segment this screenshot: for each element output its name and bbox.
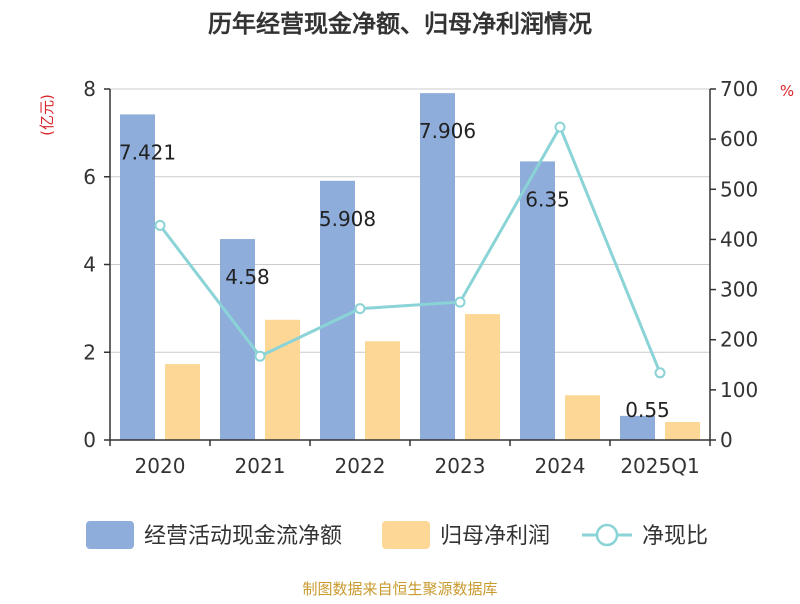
ratio-line [158, 123, 662, 374]
bar-net-profit-2021 [265, 319, 300, 440]
legend: 经营活动现金流净额 归母净利润 净现比 [86, 521, 708, 549]
legend-label-net-profit: 归母净利润 [440, 524, 550, 549]
legend-swatch-net-profit [382, 521, 430, 549]
right-tick-label: 500 [720, 177, 758, 201]
right-tick-label: 0 [720, 428, 733, 452]
right-tick-label: 300 [720, 278, 758, 302]
left-tick-label: 2 [83, 340, 96, 364]
left-tick-label: 8 [83, 77, 96, 101]
x-tick-label-2024: 2024 [535, 454, 586, 478]
bar-net-profit-2020 [165, 364, 200, 440]
bar-net-profit-2025Q1 [665, 422, 700, 440]
ratio-point-2022 [354, 303, 366, 315]
legend-marker-ratio [595, 523, 619, 547]
source-note: 制图数据来自恒生聚源数据库 [302, 580, 497, 598]
ratio-point-2025Q1 [654, 367, 666, 379]
data-label-2023: 7.906 [419, 119, 476, 143]
x-tick-label-2023: 2023 [435, 454, 486, 478]
bar-cash-flow-2020 [120, 114, 155, 440]
bar-cash-flow-2021 [220, 239, 255, 440]
data-label-2025Q1: 0.55 [625, 398, 670, 422]
left-tick-label: 6 [83, 165, 96, 189]
ratio-point-2020 [154, 219, 166, 231]
x-tick-label-2020: 2020 [135, 454, 186, 478]
grid-lines [110, 88, 710, 353]
legend-swatch-cash-flow [86, 521, 134, 549]
ratio-point-2021 [254, 350, 266, 362]
data-labels-group: 7.421 4.58 5.908 7.906 6.35 0.55 [119, 119, 670, 422]
axes-group: 0 2 4 6 8 0 100 200 300 400 500 600 700 2020 2021 2022 2… [83, 77, 758, 478]
legend-label-ratio: 净现比 [642, 524, 708, 549]
ratio-line-group [154, 121, 666, 379]
chart-title: 历年经营现金净额、归母净利润情况 [208, 10, 592, 38]
left-tick-label: 0 [83, 428, 96, 452]
bar-net-profit-2024 [565, 395, 600, 440]
right-tick-label: 100 [720, 378, 758, 402]
legend-label-cash-flow: 经营活动现金流净额 [144, 524, 342, 549]
left-tick-label: 4 [83, 253, 96, 277]
x-tick-label-2021: 2021 [235, 454, 286, 478]
bar-cash-flow-2022 [320, 180, 355, 440]
data-label-2022: 5.908 [319, 207, 376, 231]
x-tick-label-2022: 2022 [335, 454, 386, 478]
bar-net-profit-2023 [465, 314, 500, 440]
bars-group [120, 93, 700, 441]
right-tick-label: 600 [720, 127, 758, 151]
data-label-2021: 4.58 [225, 265, 270, 289]
data-label-2024: 6.35 [525, 187, 570, 211]
bar-net-profit-2022 [365, 341, 400, 440]
x-tick-label-2025Q1: 2025Q1 [620, 454, 699, 478]
right-axis-unit: % [780, 82, 794, 100]
data-label-2020: 7.421 [119, 140, 176, 164]
bar-cash-flow-2023 [420, 93, 455, 440]
ratio-point-2024 [554, 121, 566, 133]
bar-cash-flow-2024 [520, 161, 555, 441]
bar-cash-flow-2025Q1 [620, 415, 655, 440]
ratio-point-2023 [454, 296, 466, 308]
left-axis-unit: (亿元) [38, 94, 56, 136]
right-tick-label: 700 [720, 77, 758, 101]
right-tick-label: 200 [720, 328, 758, 352]
right-tick-label: 400 [720, 227, 758, 251]
